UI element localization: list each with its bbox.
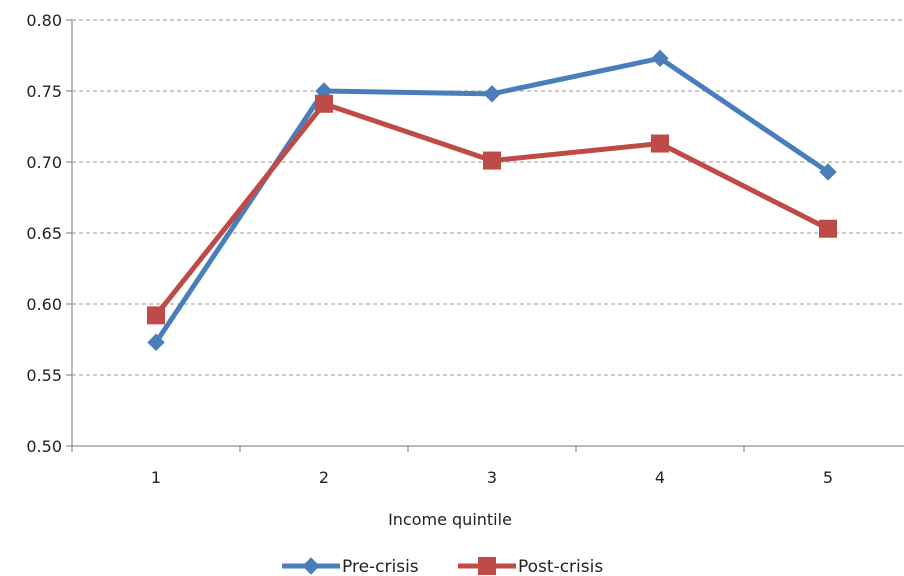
x-tick-label: 3 — [487, 468, 497, 487]
x-tick-label: 4 — [655, 468, 665, 487]
data-point-series-1 — [651, 49, 669, 68]
legend-marker-1 — [302, 557, 320, 575]
data-point-series-2 — [819, 219, 837, 238]
data-point-series-1 — [819, 163, 837, 181]
legend-marker-2 — [478, 557, 496, 575]
y-tick-label: 0.70 — [26, 153, 62, 172]
y-tick-label: 0.75 — [26, 82, 62, 101]
legend-label-2: Post-crisis — [518, 557, 603, 576]
data-point-series-2 — [147, 306, 165, 325]
data-point-series-2 — [315, 94, 333, 113]
y-tick-label: 0.50 — [26, 437, 62, 456]
y-tick-label: 0.60 — [26, 295, 62, 314]
y-tick-label: 0.55 — [26, 366, 62, 385]
x-axis-title: Income quintile — [388, 510, 512, 529]
y-tick-label: 0.65 — [26, 224, 62, 243]
legend: Pre-crisis Post-crisis — [282, 557, 603, 576]
x-tick-label: 1 — [151, 468, 161, 487]
series-line-2 — [154, 101, 830, 317]
gridlines — [72, 19, 904, 376]
series-markers — [147, 49, 837, 352]
y-tick-label: 0.80 — [26, 11, 62, 30]
x-tick-label: 5 — [823, 468, 833, 487]
y-axis-ticks: 0.50 0.55 0.60 0.65 0.70 0.75 0.80 — [26, 11, 72, 456]
x-axis-ticks: 1 2 3 4 5 — [71, 446, 833, 487]
data-point-series-1 — [483, 85, 501, 103]
data-point-series-2 — [483, 151, 501, 170]
legend-label-1: Pre-crisis — [342, 557, 419, 576]
x-tick-label: 2 — [319, 468, 329, 487]
data-point-series-2 — [651, 134, 669, 153]
data-point-series-1 — [147, 333, 165, 352]
